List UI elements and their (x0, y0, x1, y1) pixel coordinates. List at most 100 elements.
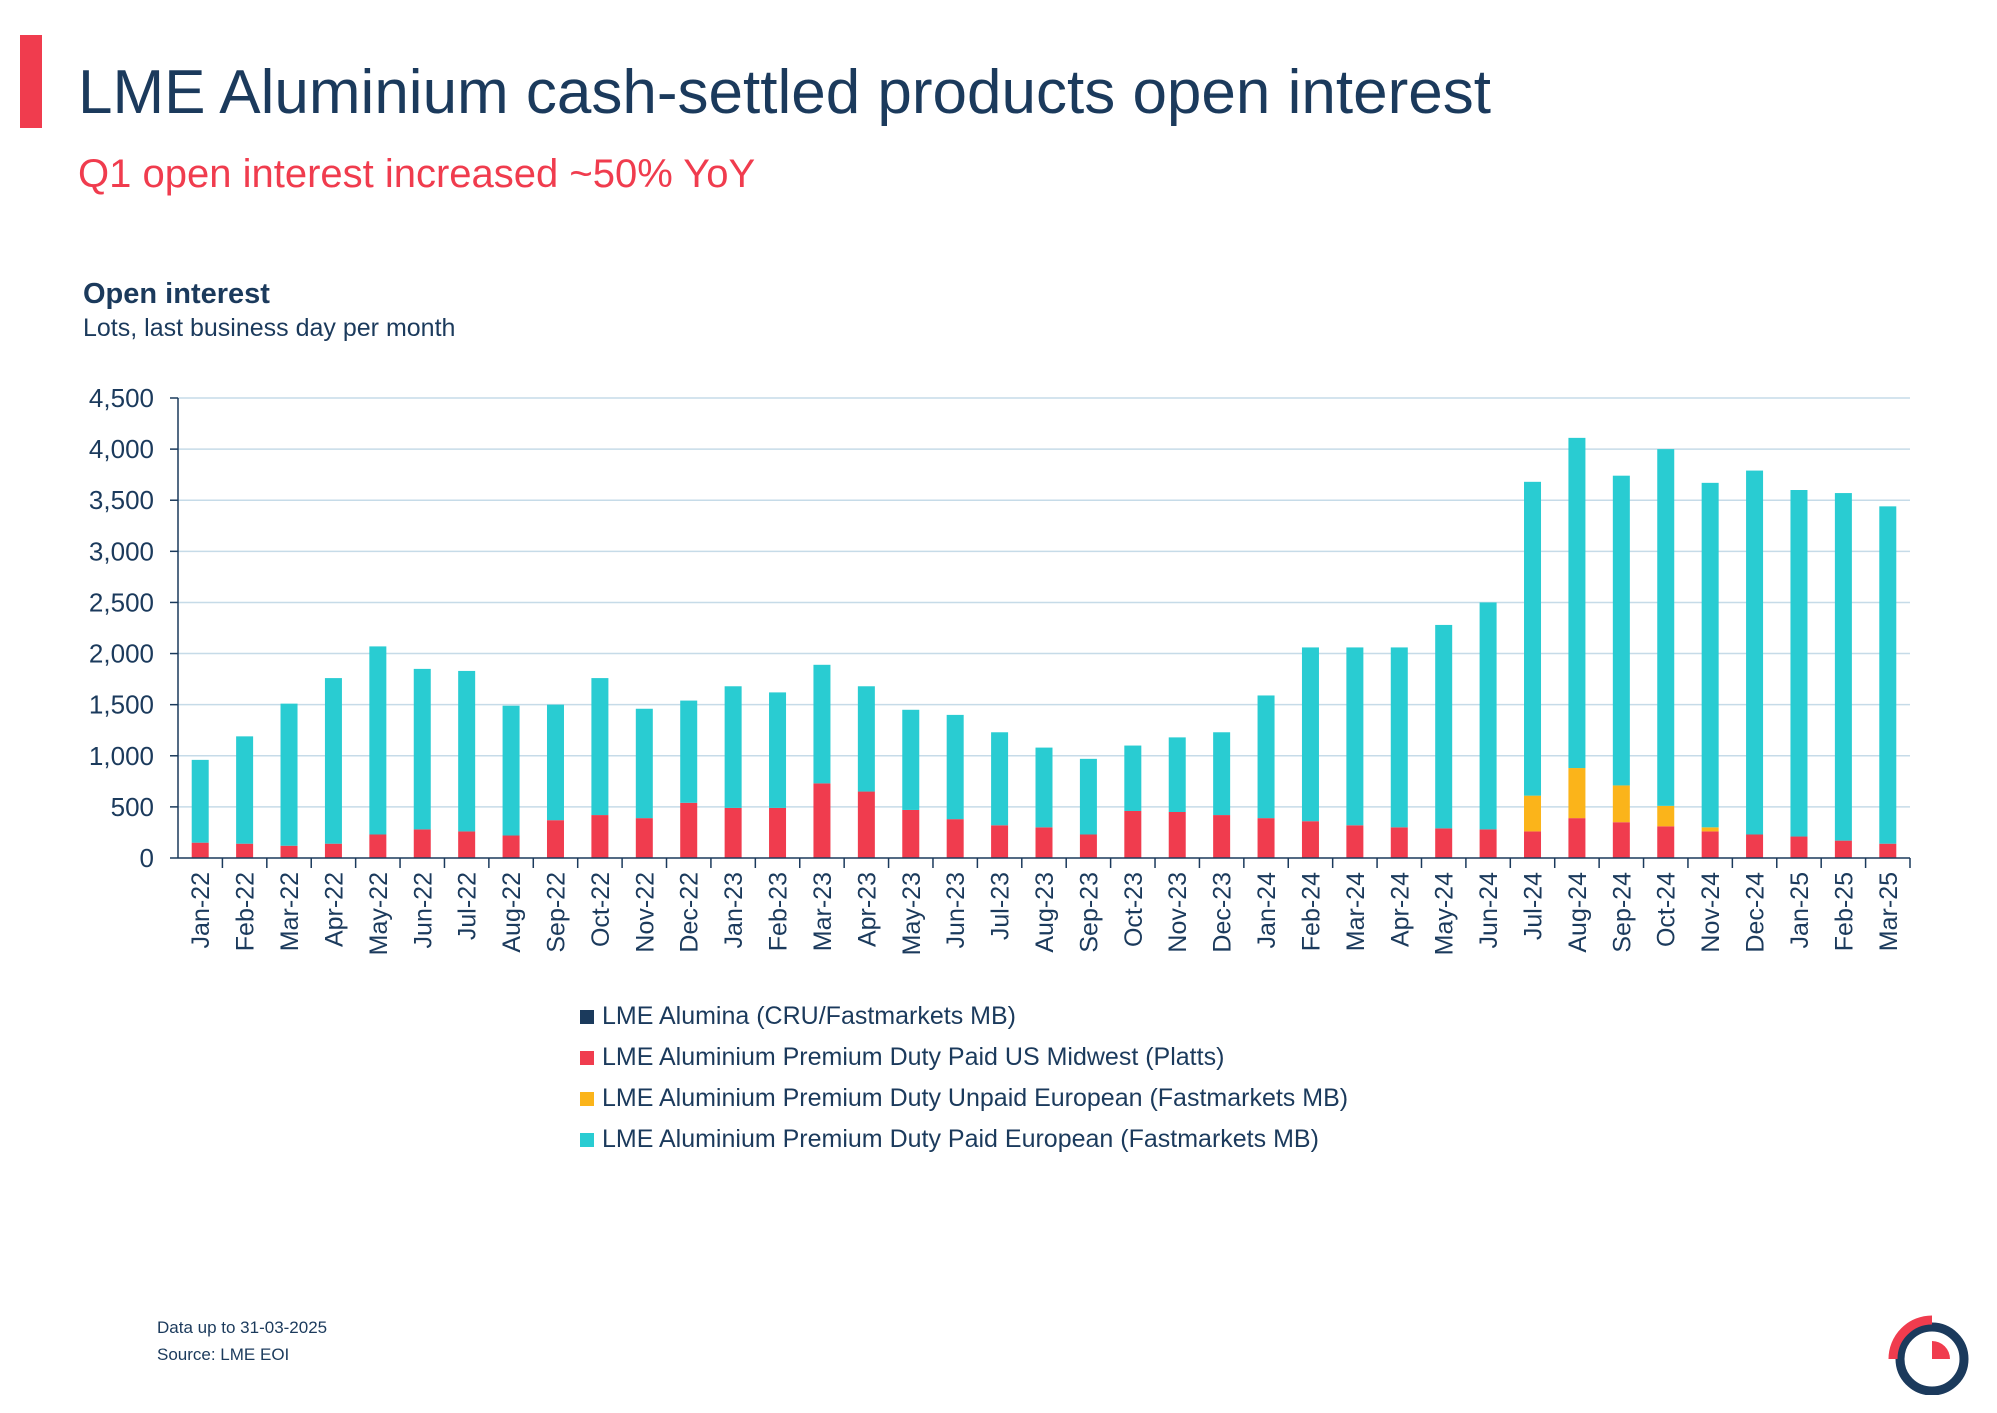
x-tick-label: Jun-24 (1475, 872, 1503, 949)
bar-segment (324, 678, 342, 844)
page-title: LME Aluminium cash-settled products open… (78, 58, 1491, 127)
bar-segment (1524, 481, 1542, 796)
bar-segment (1257, 818, 1275, 858)
bar-segment (1079, 834, 1097, 858)
legend-label: LME Aluminium Premium Duty Paid US Midwe… (602, 1043, 1225, 1071)
logo-arc (1888, 1315, 1933, 1360)
x-tick-label: Nov-24 (1697, 872, 1725, 953)
stacked-bar-chart: 0 500 1,000 1,500 2,000 2,500 3,000 3,500 4,000 4… (89, 383, 1911, 955)
bar-segment (813, 664, 831, 784)
x-tick-label: Mar-22 (276, 872, 304, 951)
bar-segment (1701, 482, 1719, 828)
bar-segment (1035, 747, 1053, 828)
bar-segment (1568, 768, 1586, 819)
y-tick-label: 0 (140, 843, 154, 873)
bar-segment (813, 783, 831, 858)
bar-segment (502, 705, 520, 836)
bar-segment (680, 802, 698, 858)
x-tick-label: Sep-22 (542, 872, 570, 953)
x-tick-label: Sep-23 (1075, 872, 1103, 953)
bar-segment (1479, 602, 1497, 830)
bar-segment (1390, 827, 1408, 858)
legend-swatch (580, 1132, 594, 1147)
bar-segment (1346, 825, 1364, 858)
bar-segment (546, 820, 564, 858)
bar-segment (1834, 840, 1852, 858)
y-tick-label: 2,000 (89, 639, 154, 669)
bar-segment (413, 829, 431, 858)
x-tick-label: Feb-25 (1830, 872, 1858, 951)
bar-segment (458, 670, 476, 832)
bar-segment (1524, 831, 1542, 858)
bar-segment (902, 709, 920, 810)
x-tick-label: Jul-22 (454, 872, 482, 940)
x-tick-label: Jun-23 (942, 872, 970, 948)
x-tick-label: Apr-22 (320, 872, 348, 947)
title-accent-bar (20, 35, 42, 128)
bar-segment (369, 646, 387, 835)
legend-swatch (580, 1009, 594, 1024)
bar-segment (1213, 815, 1231, 858)
x-tick-label: Aug-22 (498, 872, 526, 953)
bar-segment (1701, 831, 1719, 858)
data-date-note: Data up to 31-03-2025 (157, 1318, 328, 1337)
bar-segment (1568, 437, 1586, 769)
x-tick-label: May-23 (898, 872, 926, 955)
bar-segment (1834, 493, 1852, 841)
x-tick-label: Jan-22 (187, 872, 215, 948)
x-tick-label: Oct-22 (587, 872, 615, 947)
bar-segment (1301, 821, 1319, 858)
bar-segment (1390, 647, 1408, 828)
x-tick-label: Jul-23 (987, 872, 1015, 940)
bar-segment (724, 807, 742, 858)
bar-segment (635, 708, 653, 819)
bar-segment (902, 809, 920, 858)
bars (191, 437, 1897, 858)
bar-segment (1168, 812, 1186, 858)
bar-segment (1879, 843, 1897, 858)
bar-segment (769, 692, 787, 808)
bar-segment (1524, 795, 1542, 832)
bar-segment (680, 700, 698, 803)
gridlines (178, 397, 1910, 808)
x-tick-label: Feb-23 (765, 872, 793, 951)
bar-segment (1079, 758, 1097, 835)
bar-segment (724, 686, 742, 808)
chart-title: Open interest (83, 278, 270, 310)
bar-segment (1435, 624, 1453, 829)
bar-segment (413, 668, 431, 830)
x-tick-label: Oct-23 (1120, 872, 1148, 947)
bar-segment (1746, 834, 1764, 858)
bar-segment (991, 825, 1009, 858)
bar-segment (369, 834, 387, 858)
y-tick-label: 3,500 (89, 485, 154, 515)
legend-item: LME Aluminium Premium Duty Unpaid Europe… (580, 1078, 1348, 1119)
bar-segment (324, 843, 342, 858)
bar-segment (236, 843, 254, 858)
bar-segment (191, 842, 209, 858)
bar-segment (769, 807, 787, 858)
legend-label: LME Aluminium Premium Duty Paid European… (602, 1125, 1319, 1153)
legend-swatch (580, 1050, 594, 1065)
lme-logo-icon (1888, 1315, 1969, 1395)
bar-segment (1879, 506, 1897, 844)
x-tick-label: Jan-23 (720, 872, 748, 948)
y-tick-label: 1,000 (89, 741, 154, 771)
x-tick-label: Dec-23 (1209, 872, 1237, 953)
bar-segment (1168, 737, 1186, 812)
legend-item: LME Aluminium Premium Duty Paid European… (580, 1119, 1348, 1160)
bar-segment (1346, 647, 1364, 826)
bar-segment (1035, 827, 1053, 858)
bar-segment (1435, 828, 1453, 858)
x-tick-label: Jun-22 (409, 872, 437, 948)
bar-segment (946, 714, 964, 820)
x-tick-label: Mar-24 (1342, 872, 1370, 951)
bar-segment (1657, 449, 1675, 806)
x-tick-label: Aug-23 (1031, 872, 1059, 953)
bar-segment (1301, 647, 1319, 822)
bar-segment (1790, 836, 1808, 858)
bar-segment (280, 703, 298, 846)
bar-segment (635, 818, 653, 858)
legend-item: LME Aluminium Premium Duty Paid US Midwe… (580, 1037, 1348, 1078)
y-tick-label: 500 (111, 792, 154, 822)
